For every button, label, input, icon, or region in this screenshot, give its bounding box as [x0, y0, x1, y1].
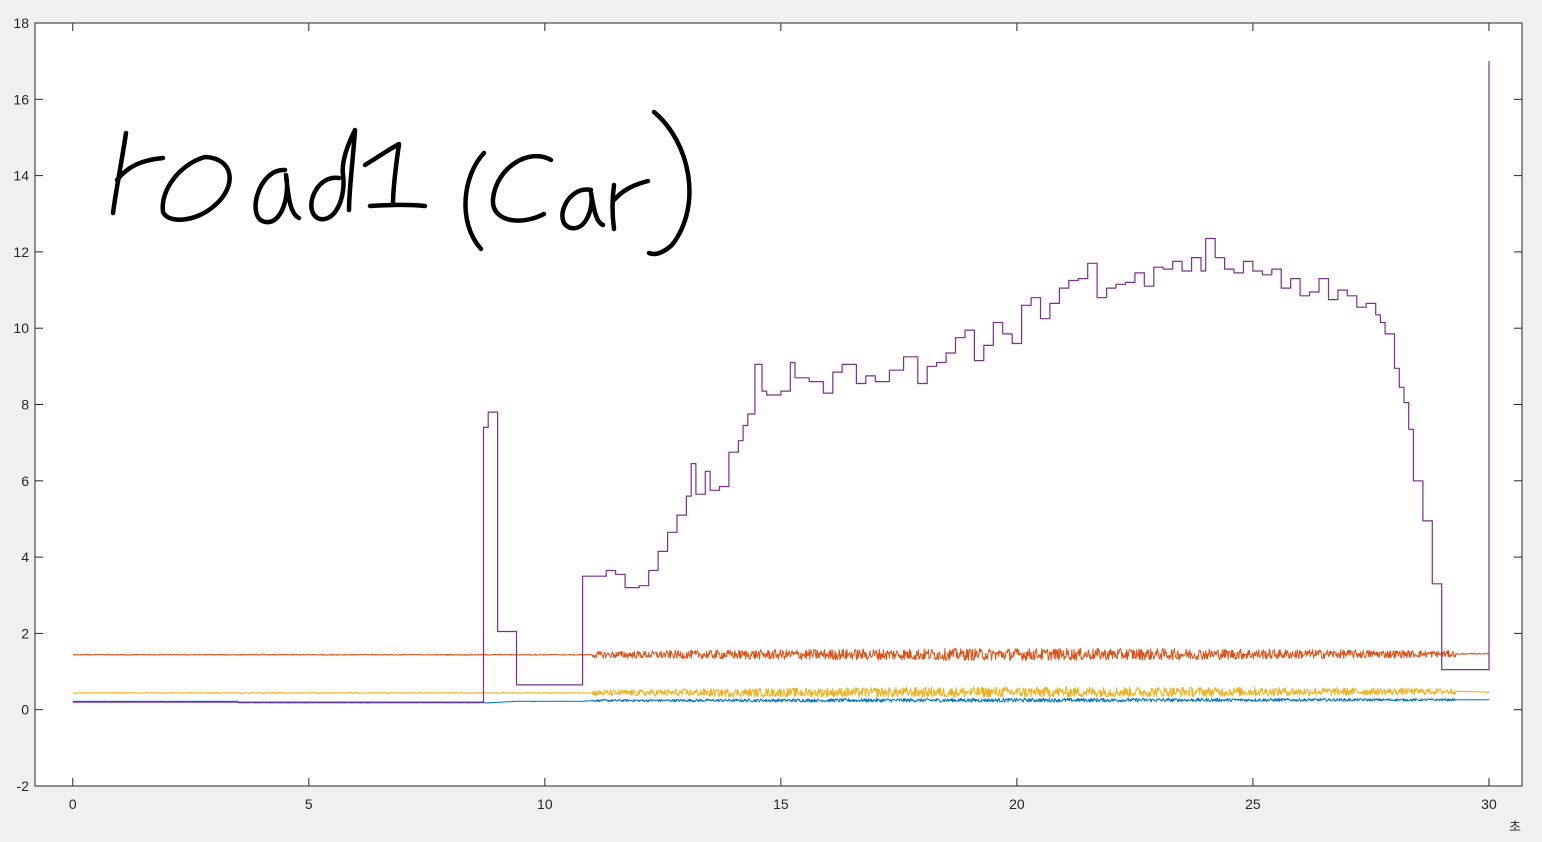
x-tick-label: 10 — [537, 796, 553, 812]
x-tick-label: 30 — [1481, 796, 1497, 812]
x-tick-label: 0 — [69, 796, 77, 812]
y-tick-label: 12 — [13, 244, 29, 260]
x-tick-label: 20 — [1009, 796, 1025, 812]
y-tick-label: 8 — [21, 397, 29, 413]
x-tick-label: 5 — [305, 796, 313, 812]
y-tick-label: 6 — [21, 473, 29, 489]
series-line-4 — [72, 61, 1490, 703]
y-tick-label: 2 — [21, 625, 29, 641]
y-tick-label: 18 — [13, 15, 29, 31]
series-line-1 — [72, 697, 1489, 704]
x-axis-ticks: 0 5 10 15 20 25 30 초 — [69, 23, 1521, 835]
plot-area — [34, 22, 1523, 787]
series-line-3 — [72, 686, 1489, 698]
handwritten-annotation-road1-car — [110, 109, 692, 257]
series-line-2 — [72, 647, 1490, 661]
x-tick-label: 25 — [1245, 796, 1261, 812]
y-tick-label: 14 — [13, 168, 29, 184]
x-axis-unit-label: 초 — [1509, 820, 1521, 835]
y-tick-label: 10 — [13, 320, 29, 336]
y-axis-ticks: -2 0 2 4 6 8 10 12 14 16 18 — [13, 15, 1522, 794]
y-tick-label: 16 — [13, 91, 29, 107]
x-tick-label: 15 — [773, 796, 789, 812]
series-layer — [72, 61, 1490, 704]
y-tick-label: -2 — [17, 778, 30, 794]
y-tick-label: 0 — [21, 702, 29, 718]
y-tick-label: 4 — [21, 549, 29, 565]
